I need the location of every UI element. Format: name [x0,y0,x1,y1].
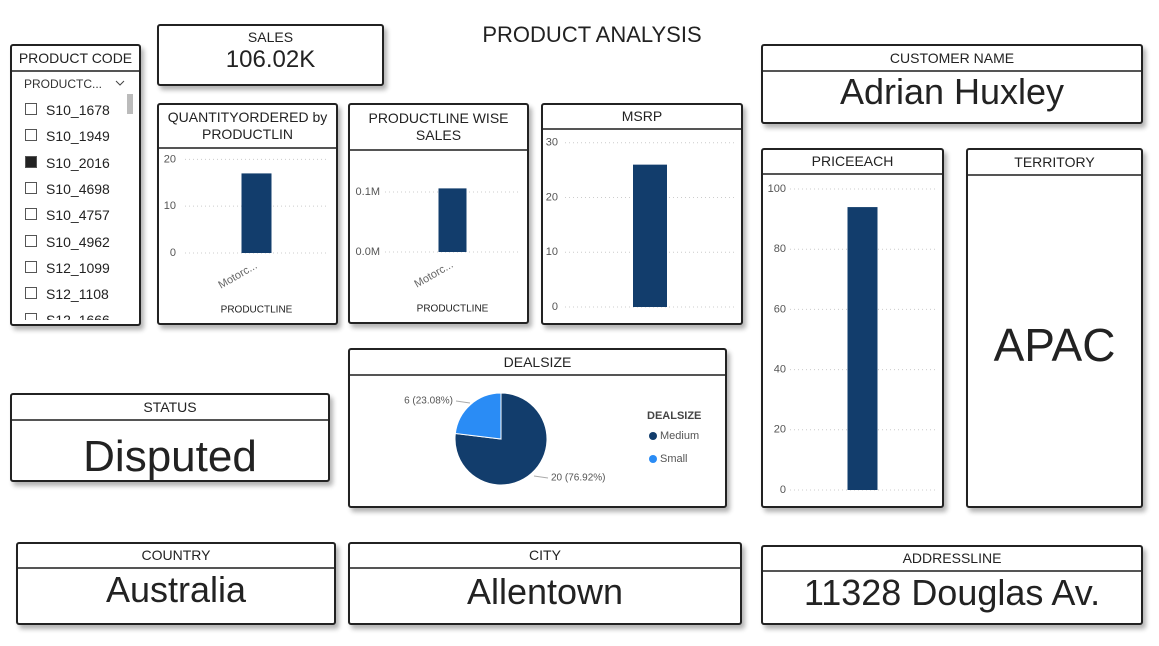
y-tick-label: 80 [774,243,786,255]
y-tick-label: 30 [546,137,558,149]
item-label: S10_4962 [46,233,110,250]
pie-slice [454,392,502,440]
slicer-item[interactable]: S10_2016 [25,155,125,171]
bar [438,188,467,252]
card-value: APAC [993,319,1116,371]
slicer-item[interactable]: S10_1949 [25,128,125,144]
y-tick-label: 0 [552,301,558,313]
panel-title: DEALSIZE [350,350,725,376]
legend-marker [649,432,657,440]
item-label: S10_4698 [46,180,110,197]
item-label: S12_1108 [46,286,109,303]
item-label: S10_2016 [46,154,110,171]
y-tick-label: 100 [768,183,786,195]
bar [241,173,272,253]
item-label: S12_1666 [46,312,110,320]
item-label: S10_4757 [46,207,110,224]
y-tick-label: 0 [170,247,176,259]
legend-label: Medium [660,430,699,442]
data-label: 6 (23.08%) [404,396,453,407]
y-tick-label: 0 [780,484,786,496]
panel: PRODUCT CODE PRODUCTC... S10_1678 S10_1949 S… [10,44,141,326]
item-label: S10_1949 [46,128,110,145]
slicer-item[interactable]: S10_4962 [25,234,125,250]
legend-marker [649,455,657,463]
data-label: 20 (76.92%) [551,473,605,484]
panel-title: COUNTRY [18,544,334,569]
y-tick-label: 10 [164,200,176,212]
y-tick-label: 0.0M [356,246,380,258]
legend-title: DEALSIZE [647,410,701,422]
y-tick-label: 40 [774,364,786,376]
panel: STATUS Disputed [10,393,330,482]
checkbox[interactable] [25,313,37,320]
page-title: PRODUCT ANALYSIS [482,22,702,47]
bar [847,207,878,490]
item-label: S12_1099 [46,259,110,276]
slicer-item[interactable]: S10_4698 [25,181,125,197]
legend-label: Small [660,453,688,465]
y-tick-label: 60 [774,303,786,315]
panel-title: QUANTITYORDERED by PRODUCTLIN [159,105,336,149]
x-tick-label: Motorc... [412,259,455,291]
card-value: Australia [105,569,247,610]
panel-title: PRODUCTLINE WISE SALES [350,105,527,151]
slicer-list: S10_1678 S10_1949 S10_2016 S10_4698 S10_4757… [12,96,127,320]
card-value: 106.02K [225,46,316,73]
checkbox[interactable] [25,103,37,115]
x-tick-label: Motorc... [216,260,259,292]
panel: DEALSIZE [348,348,727,508]
checkbox[interactable] [25,208,37,221]
panel-title: CUSTOMER NAME [763,46,1141,72]
panel: CITY Allentown [348,542,742,625]
panel: SALES 106.02K [157,24,384,86]
scrollbar [127,94,133,114]
y-tick-label: 20 [774,424,786,436]
checkbox[interactable] [25,129,37,142]
panel: CUSTOMER NAME Adrian Huxley [761,44,1143,124]
panel: COUNTRY Australia [16,542,336,625]
dropdown-chevron[interactable] [115,80,125,86]
y-tick-label: 0.1M [356,186,380,198]
x-axis-title: PRODUCTLINE [221,305,293,316]
card-value: 11328 Douglas Av. [803,572,1101,613]
slicer-item[interactable]: S10_1678 [25,102,125,118]
panel-title: PRICEEACH [763,150,942,175]
card-value: Disputed [83,432,257,481]
checkbox[interactable] [25,260,37,273]
item-label: S10_1678 [46,102,110,118]
y-tick-label: 10 [546,246,558,258]
panel-title: ADDRESSLINE [763,547,1141,572]
checkbox[interactable] [25,181,37,194]
checkbox[interactable] [25,155,37,168]
leader-line [533,475,549,479]
slicer-item[interactable]: S12_1099 [25,260,125,276]
y-tick-label: 20 [164,153,176,165]
x-axis-title: PRODUCTLINE [417,304,489,315]
slicer-item[interactable]: S12_1666 [25,312,125,320]
slicer-item[interactable]: S12_1108 [25,286,125,302]
checkbox[interactable] [25,287,37,300]
panel-title: STATUS [12,395,328,421]
checkbox[interactable] [25,234,37,247]
leader-line [455,400,471,404]
panel-title: PRODUCT CODE [12,46,139,72]
panel-title: MSRP [543,105,741,130]
panel: TERRITORY APAC [966,148,1143,508]
bar [633,164,667,307]
card-value: Adrian Huxley [839,71,1065,112]
slicer-field[interactable]: PRODUCTC... [24,77,102,91]
y-tick-label: 20 [546,191,558,203]
panel-title: CITY [350,544,740,569]
card-value: Allentown [466,571,624,612]
panel-title: SALES [247,28,294,45]
panel: ADDRESSLINE 11328 Douglas Av. [761,545,1143,625]
slicer-item[interactable]: S10_4757 [25,207,125,223]
panel-title: TERRITORY [968,150,1141,176]
